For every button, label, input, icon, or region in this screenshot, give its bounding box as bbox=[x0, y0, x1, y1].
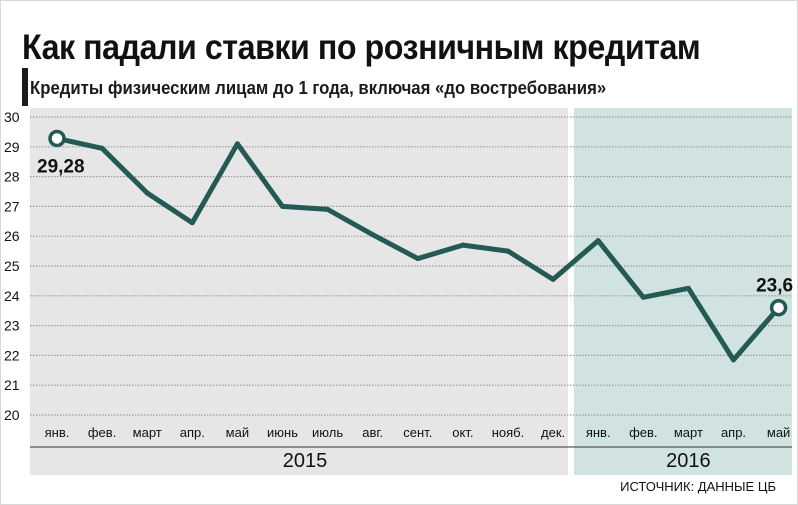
y-tick-label: 20 bbox=[4, 407, 20, 423]
data-point bbox=[550, 276, 556, 282]
data-point bbox=[99, 145, 105, 151]
x-tick-label: апр. bbox=[721, 425, 746, 440]
data-point bbox=[595, 238, 601, 244]
y-tick-label: 24 bbox=[4, 288, 20, 304]
data-point bbox=[189, 220, 195, 226]
data-point bbox=[640, 294, 646, 300]
x-tick-label: март bbox=[674, 425, 703, 440]
data-point bbox=[325, 206, 331, 212]
x-tick-label: май bbox=[767, 425, 790, 440]
y-tick-label: 21 bbox=[4, 377, 20, 393]
data-point bbox=[370, 232, 376, 238]
data-point bbox=[505, 248, 511, 254]
data-point bbox=[731, 357, 736, 363]
y-tick-label: 29 bbox=[4, 139, 20, 155]
data-point-marker bbox=[48, 129, 66, 148]
x-tick-label: сент. bbox=[403, 425, 432, 440]
x-tick-label: фев. bbox=[88, 425, 116, 440]
data-point-marker bbox=[769, 298, 788, 317]
x-tick-label: март bbox=[133, 425, 162, 440]
x-tick-label: нояб. bbox=[492, 425, 525, 440]
x-tick-label: июль bbox=[312, 425, 343, 440]
x-tick-label: авг. bbox=[362, 425, 383, 440]
x-tick-label: фев. bbox=[629, 425, 657, 440]
x-tick-label: май bbox=[226, 425, 249, 440]
year-panel-2015 bbox=[30, 108, 568, 475]
y-tick-label: 30 bbox=[4, 109, 20, 125]
y-tick-label: 22 bbox=[4, 347, 20, 363]
data-point bbox=[144, 190, 150, 196]
x-tick-label: янв. bbox=[586, 425, 611, 440]
data-point bbox=[280, 203, 285, 209]
data-label: 29,28 bbox=[37, 156, 85, 177]
x-tick-label: окт. bbox=[452, 425, 473, 440]
y-tick-label: 27 bbox=[4, 198, 20, 214]
y-tick-label: 28 bbox=[4, 169, 20, 185]
data-label: 23,6 bbox=[756, 276, 793, 297]
x-tick-label: июнь bbox=[267, 425, 298, 440]
y-tick-label: 25 bbox=[4, 258, 20, 274]
x-tick-label: дек. bbox=[541, 425, 565, 440]
source-note: ИСТОЧНИК: ДАННЫЕ ЦБ bbox=[620, 479, 776, 494]
data-point bbox=[685, 285, 691, 291]
x-tick-label: янв. bbox=[45, 425, 70, 440]
chart-title: Как падали ставки по розничным кредитам bbox=[22, 28, 701, 67]
chart-subtitle: Кредиты физическим лицам до 1 года, вклю… bbox=[30, 78, 607, 98]
year-label: 2016 bbox=[666, 450, 711, 472]
y-tick-label: 26 bbox=[4, 228, 20, 244]
data-point bbox=[234, 141, 240, 147]
data-point bbox=[460, 242, 466, 248]
x-tick-label: апр. bbox=[180, 425, 205, 440]
y-tick-label: 23 bbox=[4, 318, 20, 334]
title-accent-bar bbox=[22, 68, 28, 106]
year-label: 2015 bbox=[283, 450, 328, 472]
data-point bbox=[415, 256, 421, 262]
